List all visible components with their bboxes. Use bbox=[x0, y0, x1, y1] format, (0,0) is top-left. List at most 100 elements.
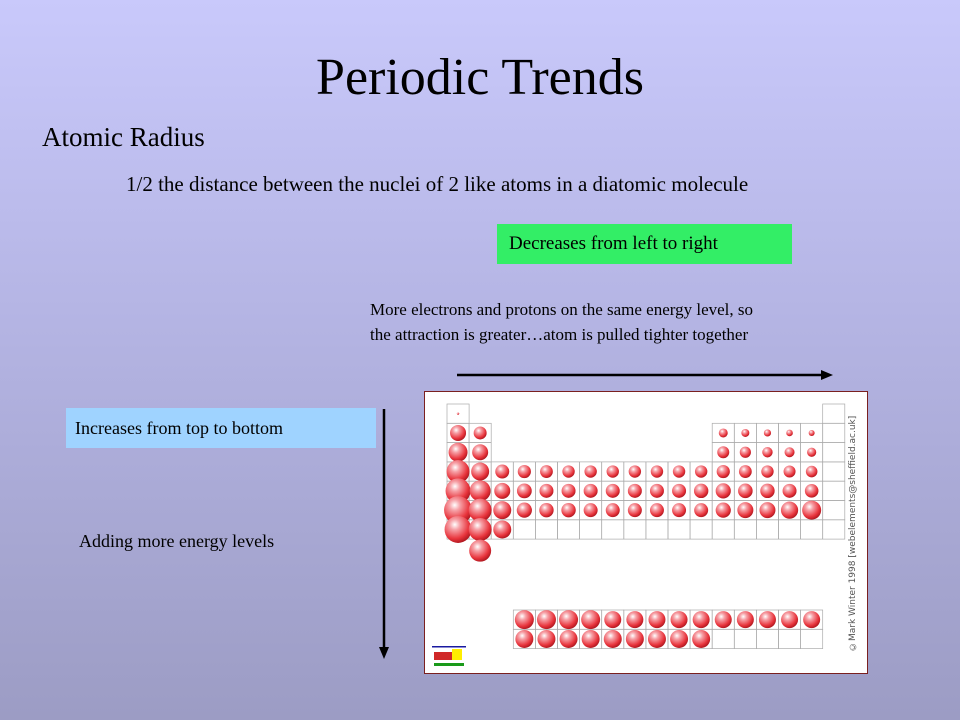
atom-sphere bbox=[714, 611, 732, 629]
table-cell bbox=[778, 519, 801, 540]
atom-sphere bbox=[718, 428, 728, 438]
atom-sphere bbox=[604, 611, 622, 629]
atom-sphere bbox=[626, 611, 644, 629]
table-cell bbox=[557, 519, 580, 540]
explanation-line-1: More electrons and protons on the same e… bbox=[370, 300, 754, 319]
atom-sphere bbox=[516, 483, 532, 499]
atom-sphere bbox=[605, 503, 620, 518]
atom-sphere bbox=[493, 501, 512, 520]
table-cell bbox=[756, 628, 779, 649]
atom-sphere bbox=[539, 502, 554, 518]
atom-sphere bbox=[581, 629, 600, 648]
atom-sphere bbox=[517, 464, 531, 479]
group-trend-label: Increases from top to bottom bbox=[66, 408, 376, 448]
atom-sphere bbox=[516, 502, 532, 518]
atom-sphere bbox=[692, 611, 710, 629]
atom-sphere bbox=[739, 446, 751, 458]
atom-sphere bbox=[670, 611, 688, 629]
atom-sphere bbox=[495, 464, 510, 479]
atom-sphere bbox=[493, 520, 512, 539]
table-cell bbox=[800, 628, 824, 649]
atom-sphere bbox=[606, 465, 619, 478]
atom-sphere bbox=[605, 483, 620, 498]
atom-sphere bbox=[762, 447, 773, 458]
atom-sphere bbox=[737, 502, 754, 519]
atom-sphere bbox=[559, 629, 578, 648]
atom-sphere bbox=[786, 429, 793, 437]
slide-subtitle: Atomic Radius bbox=[42, 122, 205, 152]
atom-sphere bbox=[515, 629, 534, 648]
atom-sphere bbox=[694, 465, 708, 478]
atom-sphere bbox=[805, 465, 818, 478]
atom-sphere bbox=[444, 496, 473, 525]
atom-sphere bbox=[716, 464, 730, 479]
table-cell bbox=[822, 422, 846, 443]
atom-sphere bbox=[561, 502, 576, 518]
atom-sphere bbox=[469, 480, 491, 502]
definition-text: 1/2 the distance between the nuclei of 2… bbox=[126, 172, 749, 196]
atom-sphere bbox=[468, 498, 492, 522]
atom-sphere bbox=[763, 429, 772, 437]
atom-sphere bbox=[581, 610, 601, 630]
atom-sphere bbox=[804, 484, 819, 498]
atom-sphere bbox=[807, 447, 817, 457]
atom-sphere bbox=[468, 517, 492, 541]
left-to-right-arrow-icon bbox=[457, 370, 833, 380]
table-cell bbox=[733, 628, 757, 649]
atom-sphere bbox=[456, 412, 460, 415]
atom-sphere bbox=[738, 483, 753, 499]
atom-sphere bbox=[603, 629, 622, 648]
atom-sphere bbox=[539, 483, 554, 498]
atom-sphere bbox=[784, 447, 795, 458]
atom-sphere bbox=[540, 465, 553, 478]
table-cell bbox=[733, 519, 757, 540]
atom-sphere bbox=[472, 444, 489, 461]
atom-sphere bbox=[672, 483, 687, 498]
atom-sphere bbox=[444, 515, 472, 543]
table-cell bbox=[822, 403, 846, 424]
period-trend-label: Decreases from left to right bbox=[497, 224, 792, 264]
table-cell bbox=[822, 442, 846, 463]
atom-sphere bbox=[583, 503, 598, 518]
table-cell bbox=[579, 519, 603, 540]
atom-sphere bbox=[627, 503, 642, 518]
atom-sphere bbox=[647, 629, 666, 648]
atom-sphere bbox=[741, 428, 750, 437]
atom-sphere bbox=[583, 483, 598, 498]
atom-sphere bbox=[648, 611, 666, 629]
atom-sphere bbox=[625, 629, 644, 648]
atom-sphere bbox=[628, 465, 642, 478]
atom-sphere bbox=[649, 483, 664, 498]
atom-sphere bbox=[715, 502, 731, 518]
top-to-bottom-arrow-icon bbox=[379, 409, 389, 659]
table-cell bbox=[711, 628, 735, 649]
atom-sphere bbox=[445, 478, 471, 504]
table-cell bbox=[535, 519, 558, 540]
atom-sphere bbox=[758, 611, 776, 629]
atom-sphere bbox=[738, 465, 752, 478]
table-cell bbox=[667, 519, 691, 540]
atom-sphere bbox=[562, 465, 575, 478]
table-cell bbox=[822, 519, 846, 540]
atom-sphere bbox=[781, 611, 799, 629]
table-cell bbox=[711, 519, 735, 540]
period-trend-explanation: More electrons and protons on the same e… bbox=[370, 297, 753, 347]
atom-sphere bbox=[627, 483, 642, 498]
table-cell bbox=[800, 519, 824, 540]
table-cell bbox=[645, 519, 669, 540]
atom-sphere bbox=[649, 503, 664, 518]
table-cell bbox=[822, 461, 846, 482]
atom-sphere bbox=[717, 446, 730, 459]
image-credit: ©Mark Winter 1998 [webelements@sheffield… bbox=[848, 415, 858, 652]
atom-sphere bbox=[808, 429, 815, 436]
atom-sphere bbox=[759, 502, 776, 519]
atom-sphere bbox=[448, 442, 468, 462]
table-cell bbox=[623, 519, 647, 540]
atom-sphere bbox=[514, 610, 534, 630]
explanation-line-2: the attraction is greater…atom is pulled… bbox=[370, 325, 749, 344]
atom-sphere bbox=[736, 611, 754, 629]
atom-sphere bbox=[450, 424, 467, 441]
atom-sphere bbox=[672, 503, 687, 518]
slide-title: Periodic Trends bbox=[316, 49, 644, 106]
atom-sphere bbox=[672, 465, 686, 478]
